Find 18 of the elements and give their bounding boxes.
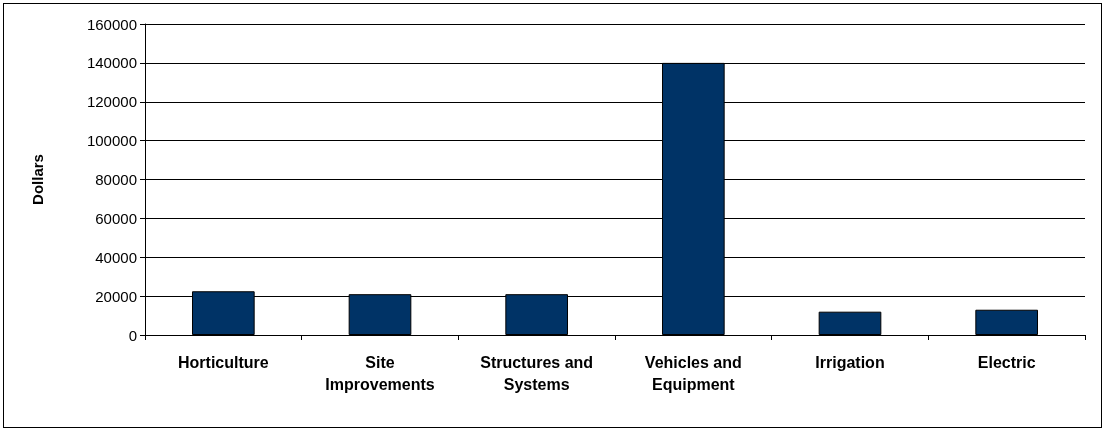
y-axis-title: Dollars xyxy=(29,154,46,205)
y-tick-label: 120000 xyxy=(86,93,137,111)
y-tick-label: 160000 xyxy=(86,15,137,33)
y-tick-label: 80000 xyxy=(95,171,137,188)
x-tick-label: Structures and Systems xyxy=(480,353,594,393)
y-tick-label: 100000 xyxy=(86,132,137,150)
bar xyxy=(975,309,1038,335)
bar xyxy=(818,311,882,335)
y-tick-label: 60000 xyxy=(95,209,137,227)
x-tick-label: Horticulture xyxy=(178,353,269,371)
x-tick-label: Vehicles and Equipment xyxy=(644,353,742,393)
x-tick-label: Irrigation xyxy=(815,353,885,371)
y-tick-label: 0 xyxy=(128,326,137,344)
x-tick-label: Site Improvements xyxy=(325,353,435,393)
x-tick-label: Electric xyxy=(977,353,1036,371)
y-tick-label: 140000 xyxy=(86,54,137,72)
y-tick-label: 40000 xyxy=(95,248,137,266)
y-tick-label: 20000 xyxy=(95,287,137,305)
